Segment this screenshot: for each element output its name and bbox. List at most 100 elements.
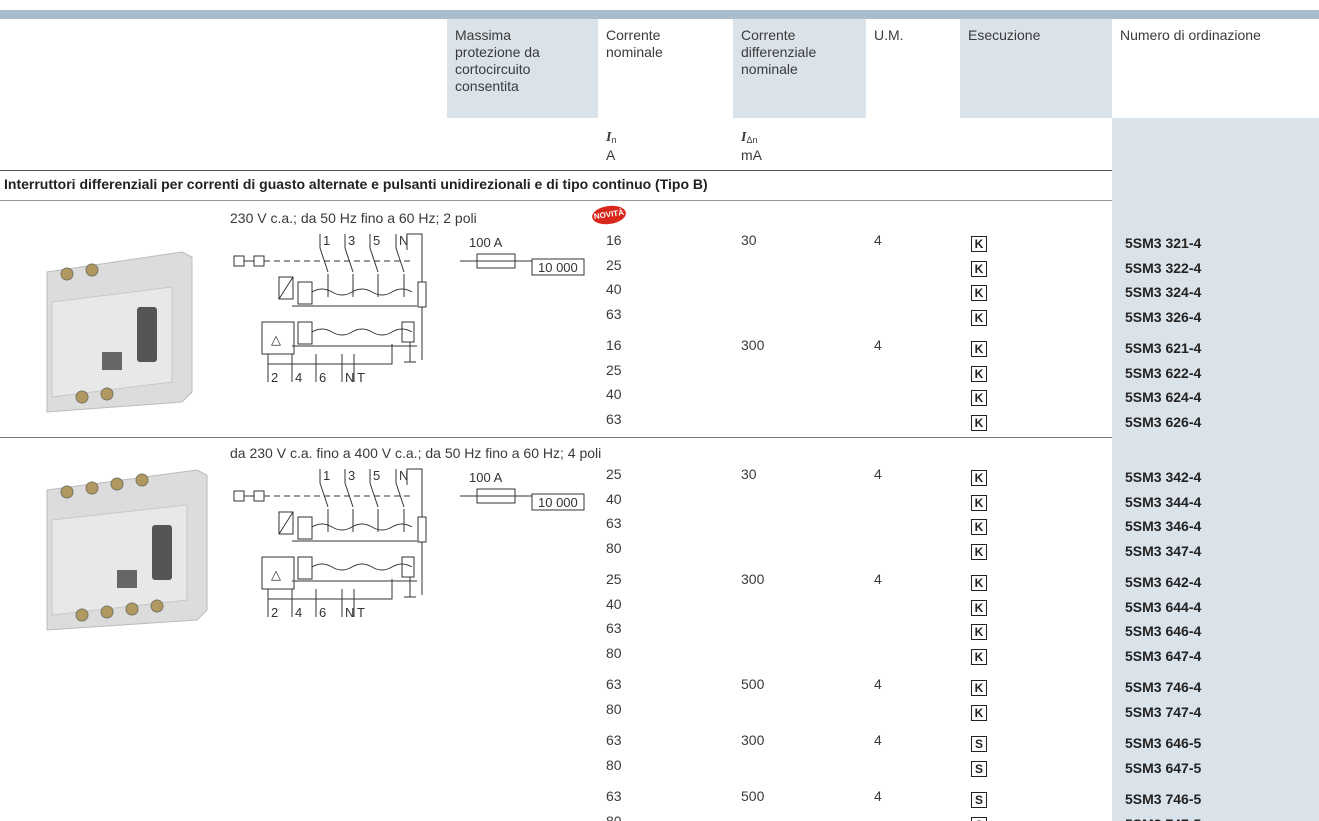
contact <box>369 482 379 508</box>
rated-current: 25 <box>606 361 622 378</box>
terminal-screw <box>125 602 139 616</box>
wave <box>311 523 413 531</box>
terminal-label: 4 <box>295 370 302 385</box>
capacity-box <box>531 258 585 276</box>
order-number: 5SM3 642-4 <box>1125 574 1202 590</box>
order-number: 5SM3 621-4 <box>1125 340 1202 356</box>
unit-measure: 4 <box>874 571 882 587</box>
terminal-label: T <box>357 605 365 620</box>
order-number: 5SM3 646-5 <box>1125 735 1202 751</box>
order-number: 5SM3 647-4 <box>1125 647 1202 664</box>
rated-current: 16 <box>606 337 622 353</box>
terminal-screw <box>85 481 99 495</box>
contact <box>319 482 329 508</box>
rated-current: 63 <box>606 410 622 427</box>
coil <box>297 281 313 305</box>
unit-measure: 4 <box>874 732 882 748</box>
resistor <box>417 281 427 308</box>
residual-current: 300 <box>741 732 765 748</box>
rated-current: 16 <box>606 232 622 248</box>
fuse-label: 100 A <box>469 235 503 250</box>
execution: K <box>971 414 987 431</box>
wire <box>267 579 393 600</box>
order-number: 5SM3 622-4 <box>1125 364 1202 381</box>
order-number: 5SM3 646-4 <box>1125 623 1202 639</box>
separator <box>0 200 1112 201</box>
relay-box <box>261 321 295 355</box>
coil <box>401 556 415 578</box>
product-photo <box>46 251 193 413</box>
rated-current: 40 <box>606 595 622 612</box>
rated-current: 80 <box>606 700 622 717</box>
execution: K <box>971 285 987 301</box>
order-number: 5SM3 344-4 <box>1125 493 1202 510</box>
residual-current: 500 <box>741 788 765 804</box>
terminal-label: N <box>399 468 408 483</box>
rated-current: 80 <box>606 812 622 821</box>
column-header: U.M. <box>874 27 904 43</box>
coil <box>297 556 313 580</box>
contact <box>395 482 405 508</box>
separator <box>0 437 1112 438</box>
order-number: 5SM3 746-4 <box>1125 679 1202 695</box>
contact <box>344 482 354 508</box>
terminal-label: 1 <box>323 233 330 248</box>
sensor-slash <box>278 276 294 300</box>
residual-current: 300 <box>741 571 765 587</box>
order-number: 5SM3 342-4 <box>1125 469 1202 485</box>
rated-current: 25 <box>606 466 622 482</box>
order-column-shade <box>1112 118 1319 821</box>
device-button <box>117 570 137 588</box>
wire <box>267 344 393 365</box>
rated-current: 40 <box>606 386 622 402</box>
execution: S <box>971 792 987 808</box>
test-box <box>253 490 265 502</box>
rated-current: 80 <box>606 756 622 773</box>
order-number: 5SM3 347-4 <box>1125 542 1202 559</box>
bracket <box>406 233 423 282</box>
relay-symbol: △ <box>271 332 281 347</box>
terminal-label: N <box>399 233 408 248</box>
coil <box>297 321 313 345</box>
rated-current: 63 <box>606 620 622 636</box>
header-shade <box>960 19 1112 118</box>
terminal-label: 3 <box>348 233 355 248</box>
subscript: n <box>611 135 617 145</box>
sensor-slash <box>278 511 294 535</box>
separator <box>0 170 1112 171</box>
column-header: Corrente differenziale nominale <box>741 27 817 77</box>
unit-symbol: IΔn <box>741 129 762 148</box>
terminal-label: T <box>357 370 365 385</box>
order-number: 5SM3 324-4 <box>1125 284 1202 300</box>
execution: S <box>971 816 987 821</box>
order-number: 5SM3 322-4 <box>1125 259 1202 276</box>
order-number: 5SM3 346-4 <box>1125 518 1202 534</box>
group-description: 230 V c.a.; da 50 Hz fino a 60 Hz; 2 pol… <box>230 210 477 226</box>
order-number: 5SM3 747-5 <box>1125 816 1201 821</box>
rated-current: 40 <box>606 281 622 297</box>
unit-label: IΔn mA <box>741 129 762 163</box>
terminal-screw <box>110 477 124 491</box>
terminal-screw <box>60 485 74 499</box>
terminal-screw <box>150 599 164 613</box>
execution: K <box>971 365 987 382</box>
header-shade <box>447 19 598 118</box>
execution: K <box>971 341 987 357</box>
residual-current: 500 <box>741 676 765 692</box>
residual-current: 30 <box>741 232 757 248</box>
order-number: 5SM3 326-4 <box>1125 308 1202 325</box>
column-header: Massima protezione da cortocircuito cons… <box>455 27 540 94</box>
rated-current: 40 <box>606 490 622 507</box>
wave <box>311 328 413 336</box>
device-button <box>102 352 122 370</box>
terminal-screw <box>75 390 89 404</box>
execution: K <box>971 599 987 616</box>
rated-current: 63 <box>606 788 622 804</box>
resistor <box>417 516 427 543</box>
order-number: 5SM3 321-4 <box>1125 235 1202 251</box>
subscript: Δn <box>746 135 758 145</box>
test-box <box>233 255 245 267</box>
rated-current: 80 <box>606 644 622 661</box>
header-shade <box>733 19 866 118</box>
